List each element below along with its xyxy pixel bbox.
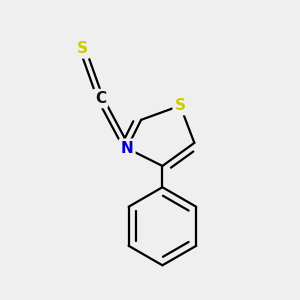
Text: C: C — [95, 91, 106, 106]
Text: S: S — [175, 98, 186, 113]
Text: N: N — [121, 141, 133, 156]
Text: S: S — [77, 41, 88, 56]
